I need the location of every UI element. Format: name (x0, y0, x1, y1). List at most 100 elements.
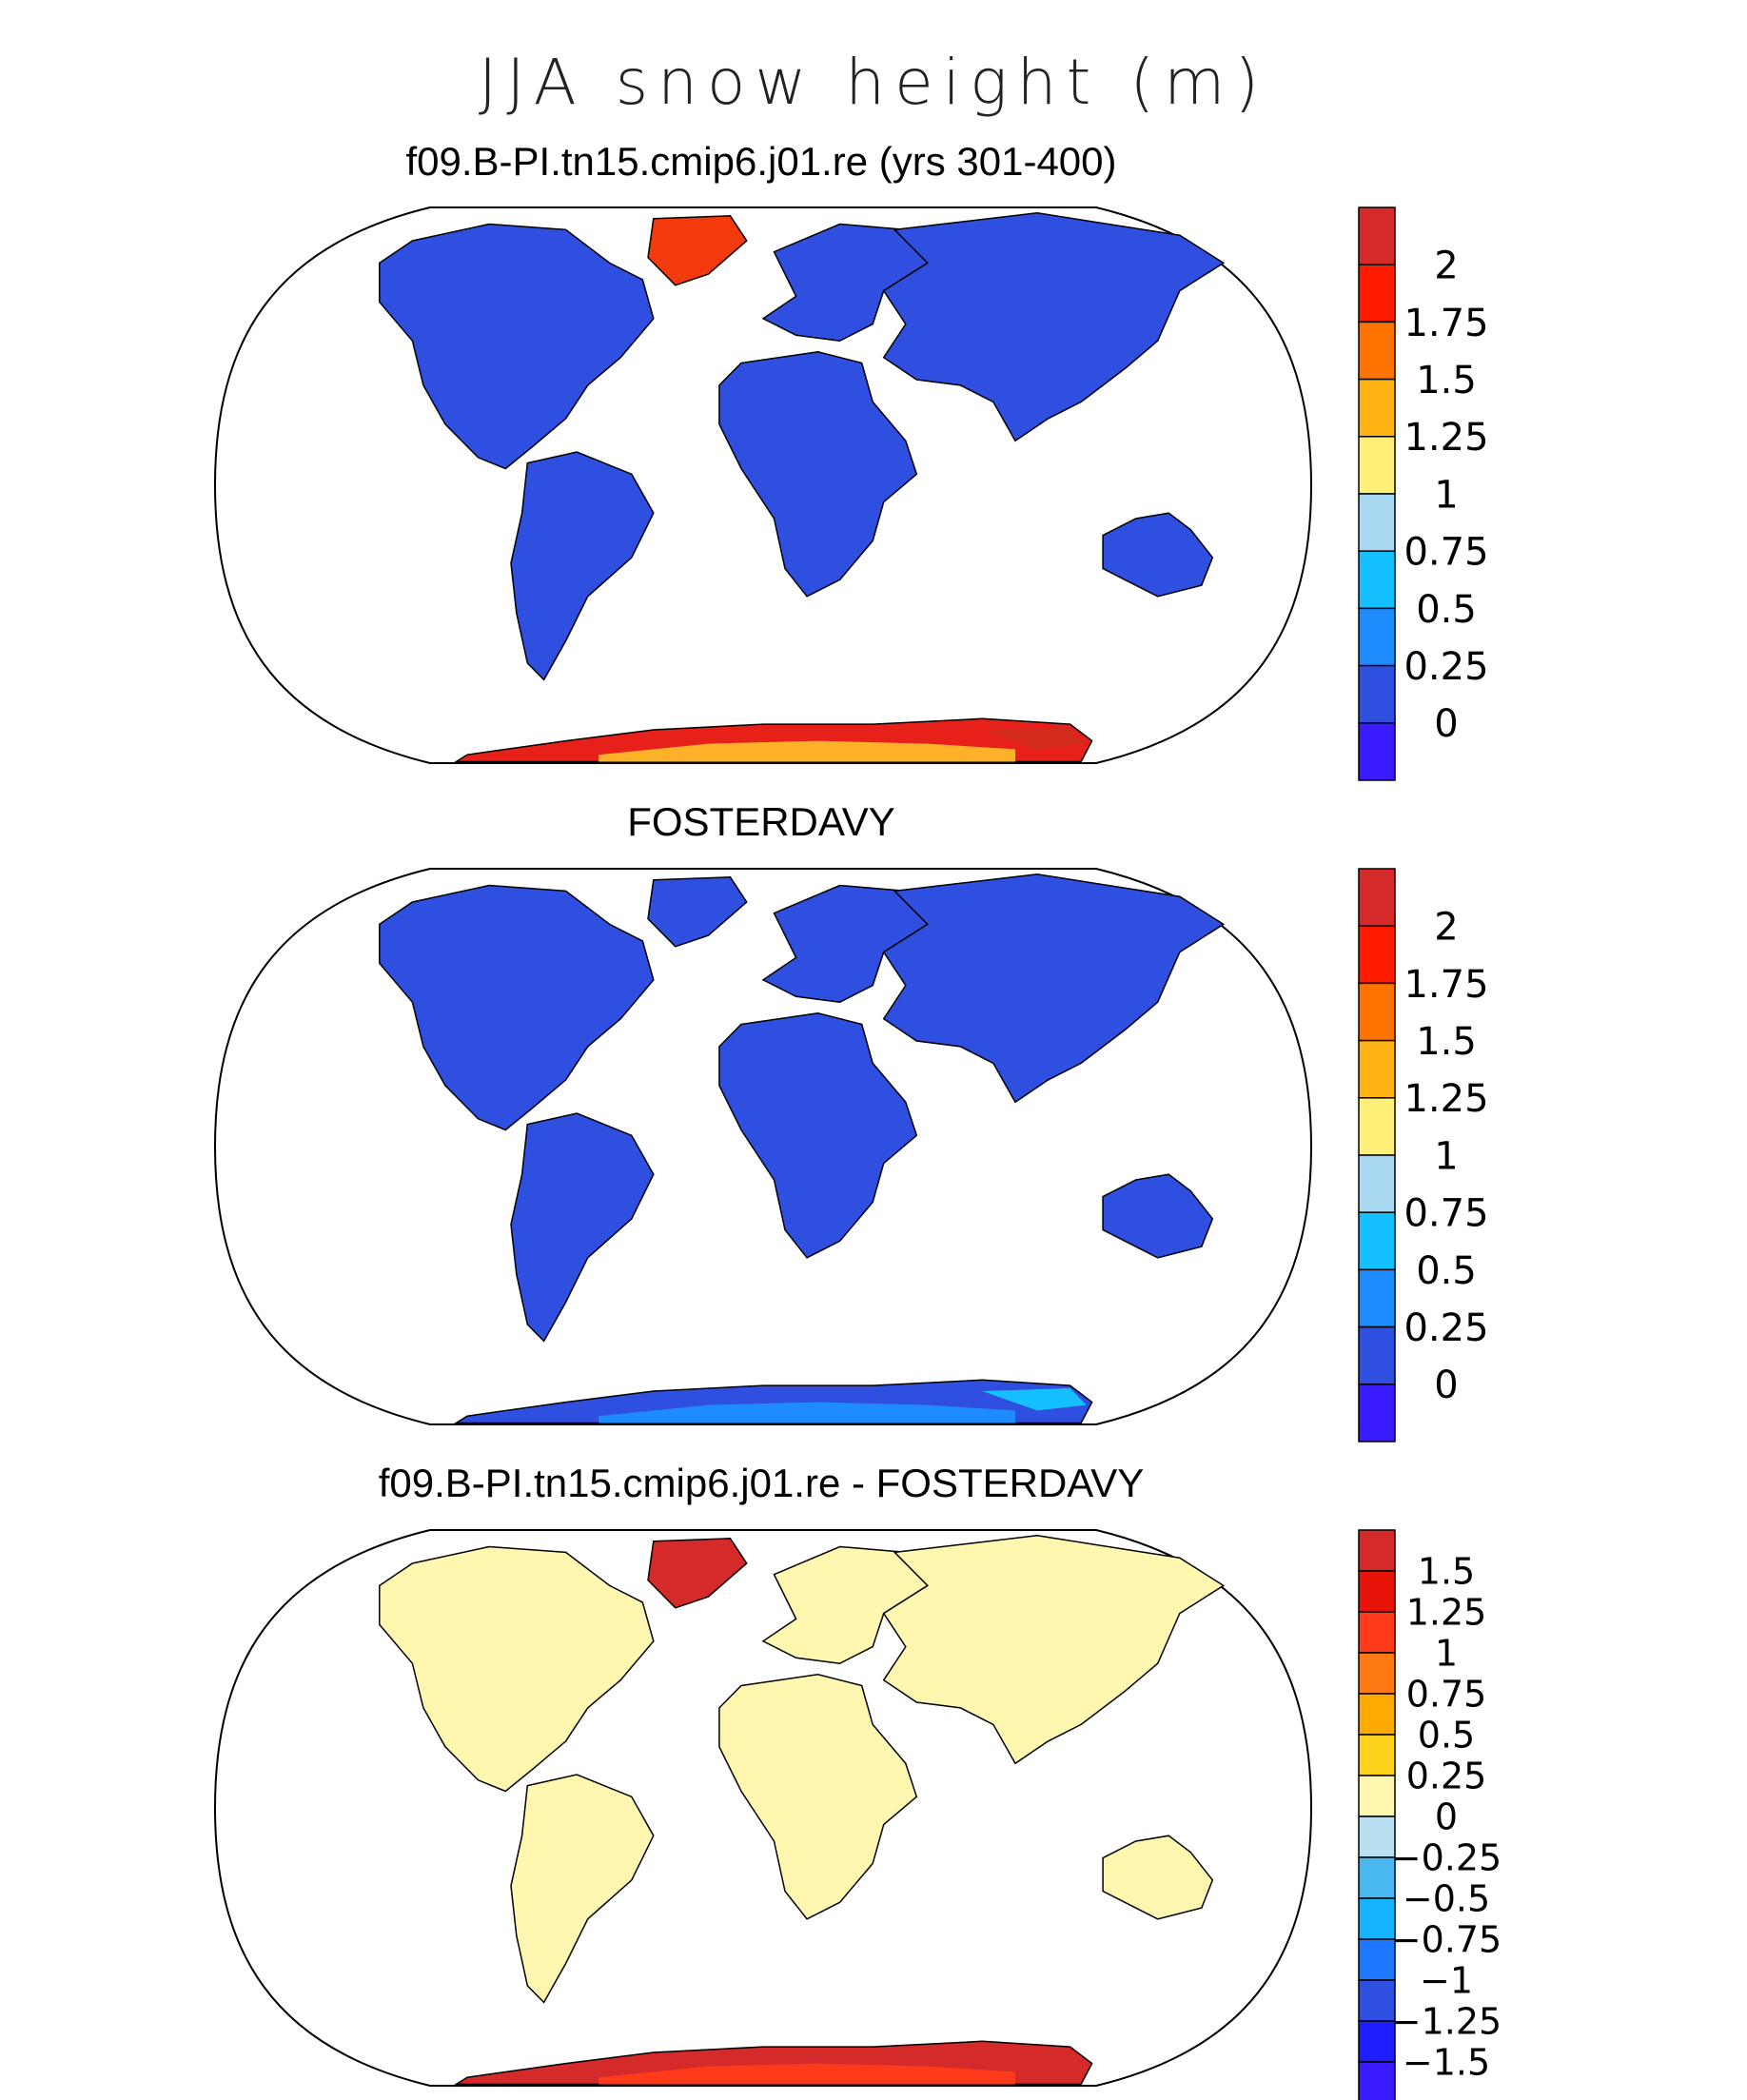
colorbar-swatch (1358, 378, 1396, 438)
land-australia (1102, 1173, 1214, 1259)
colorbar-label: 0.75 (1403, 1192, 1488, 1236)
map-panel-1 (213, 206, 1313, 764)
colorbar-label: 1 (1434, 1134, 1458, 1178)
land-asia (882, 1535, 1226, 1765)
figure-title: JJA snow height (m) (478, 46, 1269, 119)
land-southAmerica (510, 451, 655, 681)
colorbar-label: 1.25 (1406, 1592, 1487, 1634)
colorbar-label: 0 (1435, 1796, 1458, 1838)
land-asia (882, 873, 1226, 1104)
colorbar-swatch (1358, 264, 1396, 324)
colorbar-swatch (1358, 1938, 1396, 1981)
colorbar-label: 0 (1434, 1364, 1458, 1407)
panel-1-title: f09.B-PI.tn15.cmip6.j01.re (yrs 301-400) (405, 139, 1117, 184)
map-panel-3 (213, 1529, 1313, 2087)
colorbar-swatch (1358, 1897, 1396, 1940)
colorbar-swatch (1358, 1652, 1396, 1695)
land-europe (761, 223, 929, 342)
land-southAmerica (510, 1774, 655, 2004)
colorbar-swatch (1358, 1529, 1396, 1572)
colorbar-label: 1.5 (1416, 1020, 1477, 1064)
land-australia (1102, 1835, 1214, 1920)
land-europe (761, 884, 929, 1003)
colorbar-swatch (1358, 436, 1396, 495)
colorbar-swatch (1358, 1039, 1396, 1099)
colorbar-label: 0.5 (1416, 588, 1477, 632)
colorbar-label: 0.5 (1416, 1249, 1477, 1293)
colorbar-label: −0.5 (1403, 1878, 1490, 1920)
colorbar-label: 1 (1434, 473, 1458, 517)
land-africa (718, 1674, 918, 1920)
antarctica-edge (982, 1388, 1087, 1411)
land-northAmerica (379, 1545, 655, 1793)
land-northAmerica (379, 884, 655, 1131)
colorbar-swatch (1358, 1979, 1396, 2022)
antarctica-interior (599, 2063, 1015, 2085)
colorbar-swatch (1358, 1734, 1396, 1776)
colorbar-label: −1.25 (1391, 2001, 1502, 2043)
colorbar-swatch (1358, 1384, 1396, 1443)
colorbar-swatch (1358, 925, 1396, 985)
colorbar-label: 1 (1435, 1633, 1458, 1675)
land-africa (718, 351, 918, 598)
colorbar-swatch (1358, 982, 1396, 1042)
colorbar-swatch (1358, 607, 1396, 667)
colorbar-swatch (1358, 1211, 1396, 1271)
land-southAmerica (510, 1112, 655, 1343)
colorbar-swatch (1358, 2061, 1396, 2100)
colorbar-swatch (1358, 664, 1396, 724)
colorbar-2: 2 1.75 1.5 1.25 1 0.75 0.5 0.25 0 (1358, 868, 1489, 1443)
land-northAmerica (379, 223, 655, 470)
colorbar-label: 1.25 (1403, 1077, 1488, 1121)
antarctica-interior (599, 740, 1015, 762)
land-australia (1102, 512, 1214, 598)
land-greenland (647, 1538, 748, 1609)
colorbar-label: −1.5 (1403, 2042, 1490, 2084)
colorbar-label: −0.75 (1391, 1919, 1502, 1961)
antarctica-interior (599, 1402, 1015, 1423)
antarctica-edge (982, 727, 1087, 750)
colorbar-swatch (1358, 1154, 1396, 1213)
colorbar-1: 2 1.75 1.5 1.25 1 0.75 0.5 0.25 0 (1358, 206, 1489, 781)
colorbar-label: 1.75 (1403, 302, 1488, 345)
colorbar-label: 0.25 (1406, 1756, 1487, 1797)
antarctica-edge (982, 2050, 1087, 2072)
colorbar-swatch (1358, 321, 1396, 381)
colorbar-label: 1.25 (1403, 416, 1488, 460)
colorbar-swatch (1358, 868, 1396, 927)
colorbar-swatch (1358, 1815, 1396, 1858)
colorbar-swatch (1358, 2020, 1396, 2063)
colorbar-label: 0.75 (1403, 531, 1488, 575)
land-africa (718, 1012, 918, 1259)
colorbar-label: 2 (1434, 245, 1458, 288)
colorbar-label: 0.25 (1403, 645, 1488, 689)
colorbar-label: 1.5 (1418, 1551, 1475, 1593)
colorbar-label: −1 (1420, 1960, 1473, 2002)
colorbar-swatch (1358, 1775, 1396, 1817)
land-greenland (647, 215, 748, 286)
colorbar-label: 0 (1434, 702, 1458, 746)
colorbar-swatch (1358, 1268, 1396, 1328)
colorbar-label: −0.25 (1391, 1837, 1502, 1879)
colorbar-swatch (1358, 206, 1396, 265)
colorbar-label: 1.5 (1416, 359, 1477, 402)
land-greenland (647, 876, 748, 948)
colorbar-swatch (1358, 1856, 1396, 1899)
colorbar-swatch (1358, 493, 1396, 552)
colorbar-swatch (1358, 1325, 1396, 1385)
colorbar-swatch (1358, 1570, 1396, 1613)
land-europe (761, 1545, 929, 1664)
colorbar-label: 0.5 (1418, 1715, 1475, 1757)
colorbar-swatch (1358, 722, 1396, 781)
colorbar-swatch (1358, 1097, 1396, 1156)
colorbar-label: 0.25 (1403, 1306, 1488, 1350)
colorbar-label: 0.75 (1406, 1674, 1487, 1716)
panel-2-title: FOSTERDAVY (627, 799, 895, 844)
colorbar-swatch (1358, 550, 1396, 610)
colorbar-swatch (1358, 1693, 1396, 1736)
panel-3-title: f09.B-PI.tn15.cmip6.j01.re - FOSTERDAVY (378, 1461, 1145, 1505)
colorbar-swatch (1358, 1611, 1396, 1654)
colorbar-3: 1.51.2510.750.50.250−0.25−0.5−0.75−1−1.2… (1358, 1529, 1502, 2100)
colorbar-label: 1.75 (1403, 963, 1488, 1007)
